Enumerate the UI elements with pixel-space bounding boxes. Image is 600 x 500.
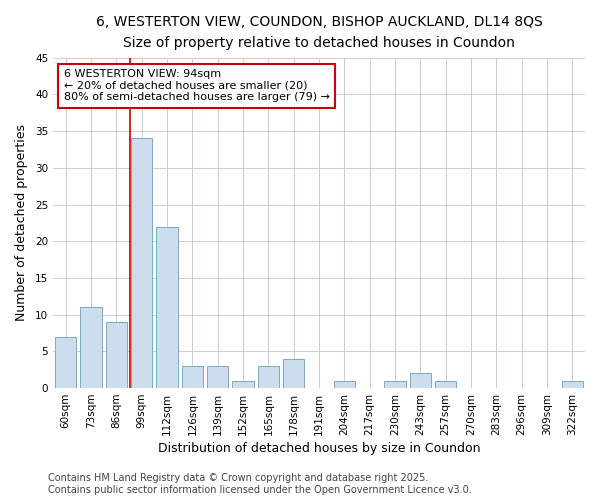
Text: Contains HM Land Registry data © Crown copyright and database right 2025.
Contai: Contains HM Land Registry data © Crown c…	[48, 474, 472, 495]
Bar	[257, 366, 279, 388]
Bar	[410, 374, 431, 388]
Bar	[80, 308, 102, 388]
Bar	[106, 322, 127, 388]
Bar	[384, 380, 406, 388]
Bar	[283, 358, 304, 388]
Title: 6, WESTERTON VIEW, COUNDON, BISHOP AUCKLAND, DL14 8QS
Size of property relative : 6, WESTERTON VIEW, COUNDON, BISHOP AUCKL…	[95, 15, 542, 50]
Y-axis label: Number of detached properties: Number of detached properties	[15, 124, 28, 322]
Bar	[562, 380, 583, 388]
Bar	[207, 366, 229, 388]
X-axis label: Distribution of detached houses by size in Coundon: Distribution of detached houses by size …	[158, 442, 480, 455]
Bar	[232, 380, 254, 388]
Bar	[55, 336, 76, 388]
Bar	[131, 138, 152, 388]
Text: 6 WESTERTON VIEW: 94sqm
← 20% of detached houses are smaller (20)
80% of semi-de: 6 WESTERTON VIEW: 94sqm ← 20% of detache…	[64, 70, 329, 102]
Bar	[334, 380, 355, 388]
Bar	[435, 380, 457, 388]
Bar	[182, 366, 203, 388]
Bar	[156, 226, 178, 388]
